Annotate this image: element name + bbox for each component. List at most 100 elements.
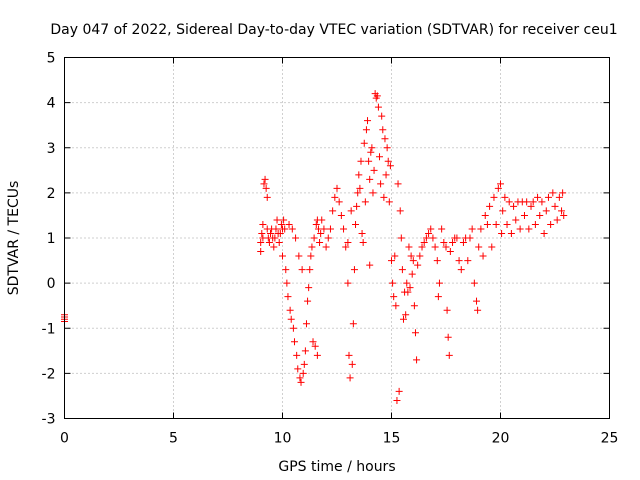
- data-point-marker: [520, 211, 528, 219]
- data-point-marker: [366, 261, 374, 269]
- chart-title: Day 047 of 2022, Sidereal Day-to-day VTE…: [50, 22, 617, 38]
- data-point-marker: [259, 220, 267, 228]
- data-point-marker: [525, 225, 533, 233]
- y-tick-label: -2: [42, 366, 56, 382]
- data-point-marker: [455, 257, 463, 265]
- data-point-marker: [361, 198, 369, 206]
- data-point-marker: [279, 252, 286, 260]
- x-tick-label: 15: [383, 431, 401, 447]
- data-point-marker: [313, 351, 321, 359]
- data-point-marker: [257, 248, 265, 256]
- data-point-marker: [431, 243, 439, 251]
- data-point-marker: [481, 211, 489, 219]
- data-point-marker: [420, 239, 428, 247]
- data-point-marker: [468, 225, 476, 233]
- data-point-marker: [529, 198, 537, 206]
- data-point-marker: [404, 288, 412, 296]
- data-point-marker: [354, 189, 362, 197]
- data-point-marker: [346, 374, 354, 382]
- data-point-marker: [536, 211, 544, 219]
- data-point-marker: [367, 148, 375, 156]
- data-point-marker: [538, 198, 546, 206]
- data-point-marker: [285, 220, 293, 228]
- data-point-marker: [435, 279, 443, 287]
- data-point-marker: [405, 243, 413, 251]
- data-point-marker: [335, 198, 343, 206]
- data-point-marker: [289, 324, 297, 332]
- data-point-marker: [355, 171, 363, 179]
- data-point-marker: [311, 342, 319, 350]
- grid-layer: [64, 57, 610, 419]
- data-point-marker: [407, 252, 415, 260]
- data-point-marker: [559, 189, 567, 197]
- data-point-marker: [316, 239, 324, 247]
- data-point-marker: [308, 243, 316, 251]
- data-point-marker: [477, 225, 485, 233]
- data-point-marker: [444, 333, 452, 341]
- data-point-marker: [368, 144, 376, 152]
- data-point-marker: [296, 374, 304, 382]
- data-point-marker: [286, 306, 294, 314]
- data-point-marker: [353, 202, 361, 210]
- data-point-marker: [340, 225, 348, 233]
- data-point-marker: [488, 243, 496, 251]
- data-point-marker: [344, 279, 352, 287]
- data-point-marker: [383, 144, 391, 152]
- data-point-marker: [486, 202, 494, 210]
- data-point-marker: [329, 207, 337, 215]
- data-point-marker: [382, 171, 390, 179]
- data-point-marker: [379, 126, 387, 134]
- data-point-marker: [306, 266, 314, 274]
- data-point-marker: [298, 266, 306, 274]
- data-point-marker: [369, 189, 377, 197]
- data-point-marker: [445, 351, 453, 359]
- data-point-marker: [534, 193, 542, 201]
- data-point-marker: [292, 234, 300, 242]
- y-axis-label: SDTVAR / TECUs: [6, 181, 22, 296]
- data-point-marker: [394, 180, 402, 188]
- data-point-marker: [527, 202, 535, 210]
- data-point-marker: [337, 211, 345, 219]
- data-point-marker: [366, 175, 374, 183]
- data-point-marker: [261, 175, 269, 183]
- data-point-marker: [364, 117, 372, 125]
- data-point-marker: [333, 184, 341, 192]
- data-point-marker: [271, 234, 279, 242]
- data-point-marker: [411, 329, 419, 337]
- data-point-marker: [510, 202, 518, 210]
- data-point-marker: [470, 279, 478, 287]
- data-point-marker: [422, 234, 430, 242]
- data-point-marker: [414, 261, 422, 269]
- data-point-marker: [273, 216, 281, 224]
- data-point-marker: [555, 193, 563, 201]
- data-point-marker: [318, 216, 326, 224]
- data-point-marker: [434, 293, 442, 301]
- data-point-marker: [457, 266, 465, 274]
- x-tick-label: 20: [492, 431, 510, 447]
- data-point-marker: [358, 229, 366, 237]
- data-point-marker: [281, 225, 289, 233]
- data-point-marker: [374, 103, 382, 111]
- data-point-marker: [344, 239, 352, 247]
- data-point-marker: [475, 243, 483, 251]
- data-point-marker: [385, 198, 393, 206]
- data-point-marker: [349, 320, 357, 328]
- data-point-marker: [466, 234, 474, 242]
- data-point-marker: [376, 153, 384, 161]
- data-point-marker: [284, 293, 292, 301]
- axis-ticks-layer: 0 5 10 15 20 25 -3 -2 -1 0 1 2 3 4 5: [42, 51, 619, 447]
- data-point-marker: [352, 220, 360, 228]
- data-point-marker: [399, 315, 407, 323]
- data-point-marker: [438, 225, 446, 233]
- y-tick-label: 5: [47, 51, 56, 67]
- data-point-marker: [275, 239, 283, 247]
- data-point-marker: [356, 184, 364, 192]
- data-point-marker: [402, 311, 410, 319]
- data-point-marker: [443, 306, 451, 314]
- data-point-marker: [473, 297, 481, 305]
- data-point-marker: [362, 126, 370, 134]
- data-point-marker: [551, 202, 559, 210]
- data-point-marker: [302, 320, 310, 328]
- data-point-marker: [499, 207, 507, 215]
